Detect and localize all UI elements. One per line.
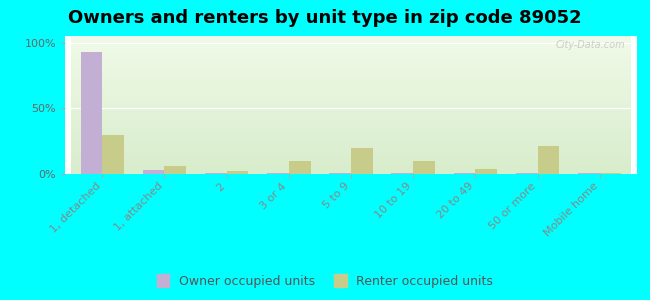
Bar [81,52,102,174]
Bar [475,169,497,174]
Bar [289,161,311,174]
Bar [351,148,372,174]
Bar [143,170,164,174]
Legend: Owner occupied units, Renter occupied units: Owner occupied units, Renter occupied un… [157,274,493,288]
Bar [538,146,559,174]
Text: Owners and renters by unit type in zip code 89052: Owners and renters by unit type in zip c… [68,9,582,27]
Text: City-Data.com: City-Data.com [556,40,625,50]
Bar [227,171,248,174]
Bar [413,161,435,174]
Bar [454,173,475,174]
Bar [205,173,227,174]
Bar [515,173,538,174]
Bar [391,173,413,174]
Bar [330,173,351,174]
Bar [164,166,187,174]
Bar [600,173,621,174]
Bar [578,173,600,174]
Bar [267,173,289,174]
Bar [102,135,124,174]
